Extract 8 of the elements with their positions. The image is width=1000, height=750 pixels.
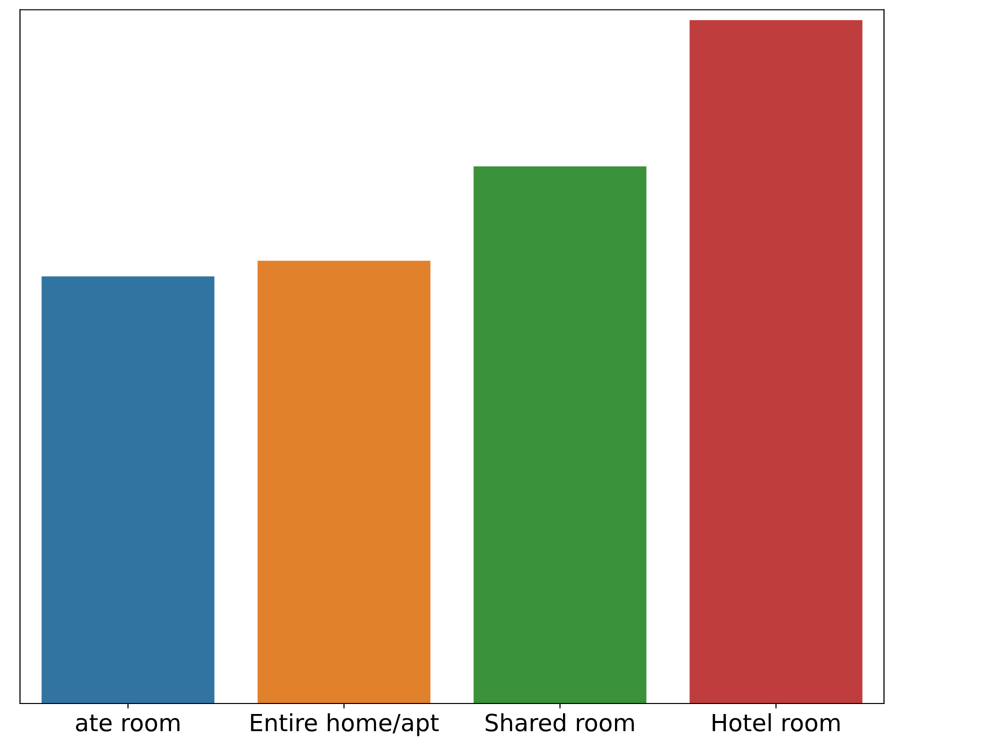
bar xyxy=(258,260,430,704)
bar xyxy=(474,166,646,704)
x-tick-label: ate room xyxy=(76,714,180,732)
x-tick-label: Entire home/apt xyxy=(251,713,439,736)
x-tick-label: Shared room xyxy=(486,713,634,732)
x-tick-label: Hotel room xyxy=(712,713,840,732)
bar xyxy=(42,276,214,704)
bar xyxy=(690,20,862,704)
